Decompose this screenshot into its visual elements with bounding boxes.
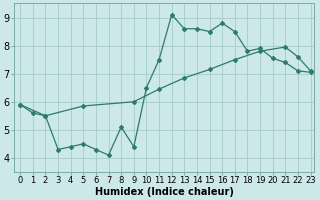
X-axis label: Humidex (Indice chaleur): Humidex (Indice chaleur): [95, 187, 234, 197]
